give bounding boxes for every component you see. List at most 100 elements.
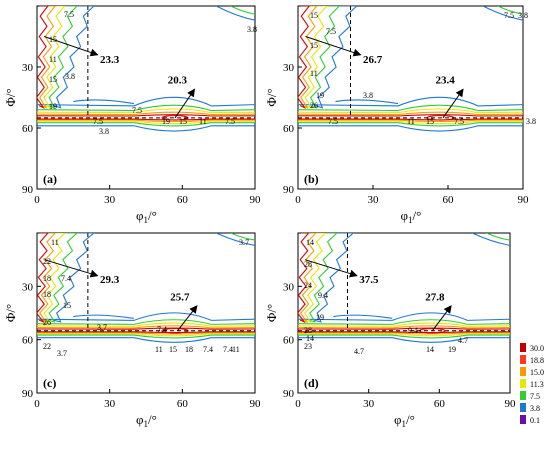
- contour-label: 14: [306, 334, 314, 343]
- contour-line: [37, 104, 255, 127]
- legend-swatch: [520, 379, 526, 388]
- legend-swatch: [520, 343, 526, 352]
- contour-label: 23: [304, 342, 312, 351]
- contour-line: [298, 104, 523, 127]
- fiber-peak-value: 37.5: [359, 274, 379, 286]
- x-tick-label: 60: [177, 398, 189, 410]
- contour-label: 18: [43, 274, 51, 283]
- contour-line: [298, 322, 510, 337]
- contour-label: 3.8: [65, 72, 75, 81]
- contour-label: 11: [232, 345, 240, 354]
- contour-label: 15: [49, 75, 57, 84]
- contour-label: 7.5: [326, 27, 336, 36]
- y-axis-label: Φ/°: [3, 88, 18, 106]
- contour-label: 18: [185, 345, 193, 354]
- contour-label: 14: [426, 345, 434, 354]
- y-tick-label: 60: [283, 335, 295, 347]
- fiber-peak-value: 29.3: [100, 274, 120, 286]
- contour-line: [314, 6, 358, 109]
- y-tick-label: 30: [22, 62, 34, 74]
- cube-peak-value: 23.4: [436, 74, 456, 86]
- contour-label: 7.4: [157, 325, 167, 334]
- contour-line: [308, 233, 338, 323]
- x-tick-label: 0: [295, 398, 301, 410]
- panel-label: (c): [43, 376, 56, 390]
- contour-label: 28: [304, 260, 312, 269]
- contour-group: [298, 6, 523, 132]
- contour-line: [37, 96, 255, 132]
- panel-label: (b): [304, 172, 319, 186]
- x-axis-label-sub: 1: [408, 215, 413, 225]
- contour-label: 26: [43, 318, 51, 327]
- contour-label: 9.4: [408, 326, 418, 335]
- x-tick-label: 30: [104, 398, 116, 410]
- contour-label: 19: [49, 102, 57, 111]
- contour-label: 7.5: [454, 117, 464, 126]
- contour-label: 19: [448, 345, 456, 354]
- contour-label: 28: [304, 326, 312, 335]
- x-axis-label: φ1/°: [394, 412, 415, 429]
- x-tick-label: 60: [177, 194, 189, 206]
- contour-line: [309, 6, 341, 109]
- x-tick-label: 0: [295, 194, 301, 206]
- color-legend: 30.0 18.8 15.0 11.3 7.5 3.8 0.1: [520, 343, 544, 425]
- contour-label: 22: [43, 257, 51, 266]
- legend-swatch: [520, 355, 526, 364]
- contour-label: 19: [162, 117, 170, 126]
- y-axis-label: Φ/°: [264, 304, 279, 322]
- y-tick-label: 60: [22, 123, 34, 135]
- contour-line: [333, 314, 393, 319]
- contour-line: [298, 233, 310, 324]
- y-axis-label: Φ/°: [3, 304, 18, 322]
- contour-label: 15: [169, 345, 177, 354]
- contour-label: 3.8: [526, 117, 536, 126]
- contour-label: 22: [43, 342, 51, 351]
- x-axis-label-sub: 1: [402, 419, 407, 429]
- contour-line: [482, 6, 523, 21]
- contour-line: [298, 108, 523, 125]
- y-tick-label: 90: [283, 184, 295, 196]
- legend-label: 0.1: [530, 416, 540, 425]
- contour-label: 14: [306, 238, 314, 247]
- fiber-peak-arrow: [44, 36, 99, 57]
- x-tick-label: 90: [250, 194, 262, 206]
- cube-peak-value: 20.3: [168, 74, 188, 86]
- contour-line: [298, 6, 310, 110]
- x-axis-label-sub: 1: [144, 215, 149, 225]
- contour-line: [37, 319, 255, 339]
- contour-label: 15: [310, 11, 318, 20]
- contour-label: 7.4: [61, 274, 71, 283]
- legend-label: 3.8: [530, 404, 540, 413]
- contour-line: [313, 233, 355, 323]
- contour-label: 24: [304, 281, 312, 290]
- contour-label: 11: [407, 117, 415, 126]
- contour-line: [39, 6, 56, 109]
- contour-label: 7.5: [93, 117, 103, 126]
- cube-peak-arrow: [177, 305, 198, 332]
- legend-label: 11.3: [530, 380, 544, 389]
- contour-line: [486, 233, 510, 241]
- plot-frame: [36, 5, 256, 190]
- y-tick-label: 30: [22, 281, 34, 293]
- legend-label: 15.0: [530, 368, 544, 377]
- contour-label: 15: [63, 301, 71, 310]
- fiber-peak-value: 26.7: [363, 54, 383, 66]
- contour-group: [298, 233, 510, 343]
- panel-label: (d): [304, 376, 319, 390]
- contour-label: 4.7: [354, 347, 364, 356]
- legend-swatch: [520, 415, 526, 424]
- contour-label: 7.4: [203, 345, 213, 354]
- contour-line: [52, 233, 95, 323]
- x-axis-label: φ1/°: [401, 208, 422, 225]
- cube-peak-arrow: [174, 88, 196, 119]
- contour-line: [215, 6, 255, 21]
- x-axis-label: φ1/°: [136, 208, 157, 225]
- contour-group: [37, 6, 255, 132]
- contour-label: 26: [310, 101, 318, 110]
- y-tick-label: 30: [283, 62, 295, 74]
- contour-line: [335, 99, 399, 105]
- x-tick-label: 30: [363, 398, 375, 410]
- x-axis-label-sub: 1: [144, 419, 149, 429]
